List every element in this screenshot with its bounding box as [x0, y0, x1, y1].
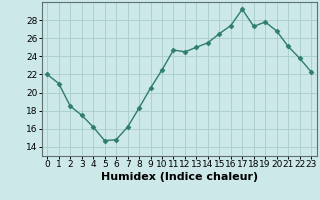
X-axis label: Humidex (Indice chaleur): Humidex (Indice chaleur) [100, 172, 258, 182]
